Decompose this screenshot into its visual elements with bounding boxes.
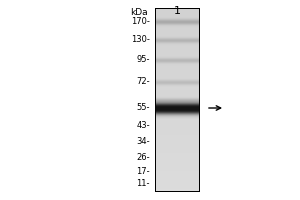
Text: 1: 1	[173, 6, 181, 16]
Text: 11-: 11-	[136, 178, 150, 188]
Text: 95-: 95-	[136, 55, 150, 64]
Text: 130-: 130-	[131, 36, 150, 45]
Text: 17-: 17-	[136, 168, 150, 176]
Text: 72-: 72-	[136, 77, 150, 86]
Text: 34-: 34-	[136, 138, 150, 146]
Text: 55-: 55-	[136, 104, 150, 112]
Text: 26-: 26-	[136, 154, 150, 162]
Text: 170-: 170-	[131, 18, 150, 26]
Text: kDa: kDa	[130, 8, 148, 17]
Text: 43-: 43-	[136, 120, 150, 130]
